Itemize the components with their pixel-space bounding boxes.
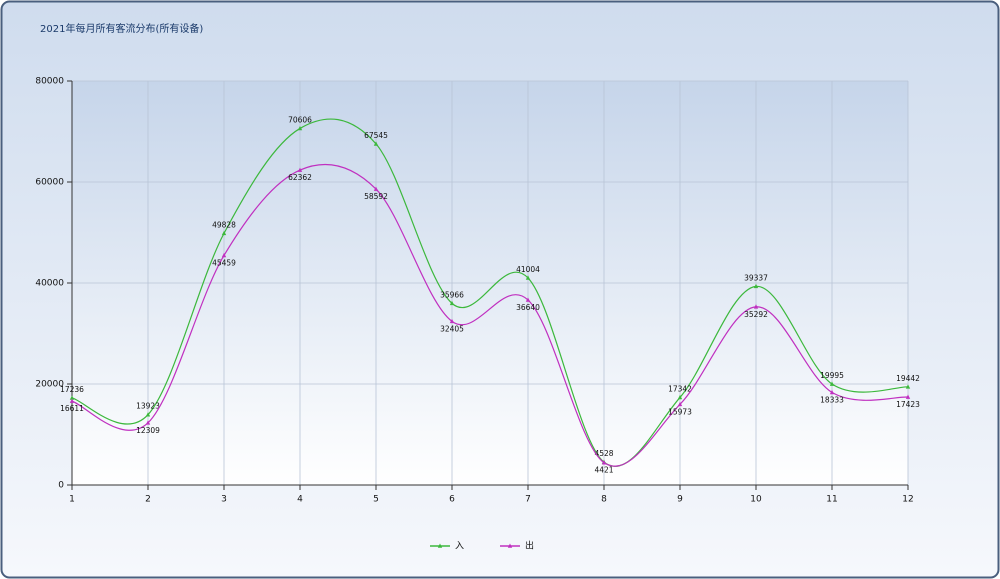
x-tick-label: 10: [750, 495, 762, 505]
data-point: [677, 401, 683, 407]
y-tick-label: 80000: [35, 77, 64, 87]
x-tick-label: 7: [525, 495, 531, 505]
x-tick-label: 9: [677, 495, 683, 505]
data-point: [373, 141, 379, 146]
chart-title: 2021年每月所有客流分布(所有设备): [40, 22, 203, 35]
data-label: 41004: [516, 265, 540, 274]
data-point: [905, 384, 911, 389]
data-label: 58592: [364, 192, 388, 201]
data-label: 17236: [60, 385, 84, 394]
data-point: [69, 398, 75, 403]
data-label: 19995: [820, 371, 844, 380]
x-tick-label: 2: [145, 495, 151, 505]
y-tick-label: 60000: [35, 178, 64, 188]
data-label: 39337: [744, 273, 768, 282]
data-point: [829, 389, 835, 395]
data-point: [145, 412, 151, 417]
legend-label: 出: [525, 540, 534, 552]
data-label: 17342: [668, 384, 692, 393]
legend-label: 入: [455, 541, 464, 552]
x-tick-label: 8: [601, 495, 607, 505]
y-tick-label: 40000: [35, 279, 64, 289]
y-tick-label: 0: [58, 481, 64, 491]
data-label: 19442: [896, 374, 920, 383]
data-label: 15973: [668, 407, 692, 416]
data-label: 13923: [136, 402, 160, 411]
data-label: 45459: [212, 258, 236, 267]
data-point: [221, 252, 227, 258]
data-point: [829, 381, 835, 386]
data-label: 12309: [136, 426, 160, 435]
legend-marker: [507, 543, 513, 548]
data-label: 35292: [744, 310, 768, 319]
legend-marker: [437, 543, 443, 548]
data-label: 70606: [288, 115, 312, 124]
data-label: 18333: [820, 395, 844, 404]
data-point: [905, 394, 911, 399]
data-point: [449, 300, 455, 306]
data-point: [753, 283, 759, 289]
data-label: 67545: [364, 131, 388, 140]
x-tick-label: 3: [221, 495, 227, 505]
data-point: [145, 420, 151, 425]
data-point: [753, 304, 759, 309]
x-tick-label: 4: [297, 495, 303, 505]
data-label: 4528: [594, 449, 613, 458]
data-point: [297, 167, 303, 172]
data-point: [601, 460, 607, 465]
x-tick-label: 11: [826, 495, 837, 505]
x-tick-label: 6: [449, 495, 455, 505]
x-tick-label: 1: [69, 495, 75, 505]
data-point: [677, 394, 683, 400]
data-point: [525, 297, 531, 302]
data-label: 49828: [212, 220, 236, 229]
data-point: [525, 275, 531, 280]
data-label: 4421: [594, 466, 613, 475]
data-point: [449, 318, 455, 324]
data-label: 35966: [440, 290, 464, 299]
data-point: [373, 186, 379, 191]
data-point: [221, 230, 227, 236]
x-tick-label: 12: [902, 495, 913, 505]
data-label: 62362: [288, 173, 312, 182]
data-label: 16611: [60, 404, 84, 413]
y-tick-label: 20000: [35, 380, 64, 390]
data-label: 17423: [896, 400, 920, 409]
data-label: 36640: [516, 303, 540, 312]
data-point: [69, 395, 75, 400]
x-tick-label: 5: [373, 495, 379, 505]
data-point: [297, 125, 303, 131]
data-label: 32405: [440, 324, 464, 333]
